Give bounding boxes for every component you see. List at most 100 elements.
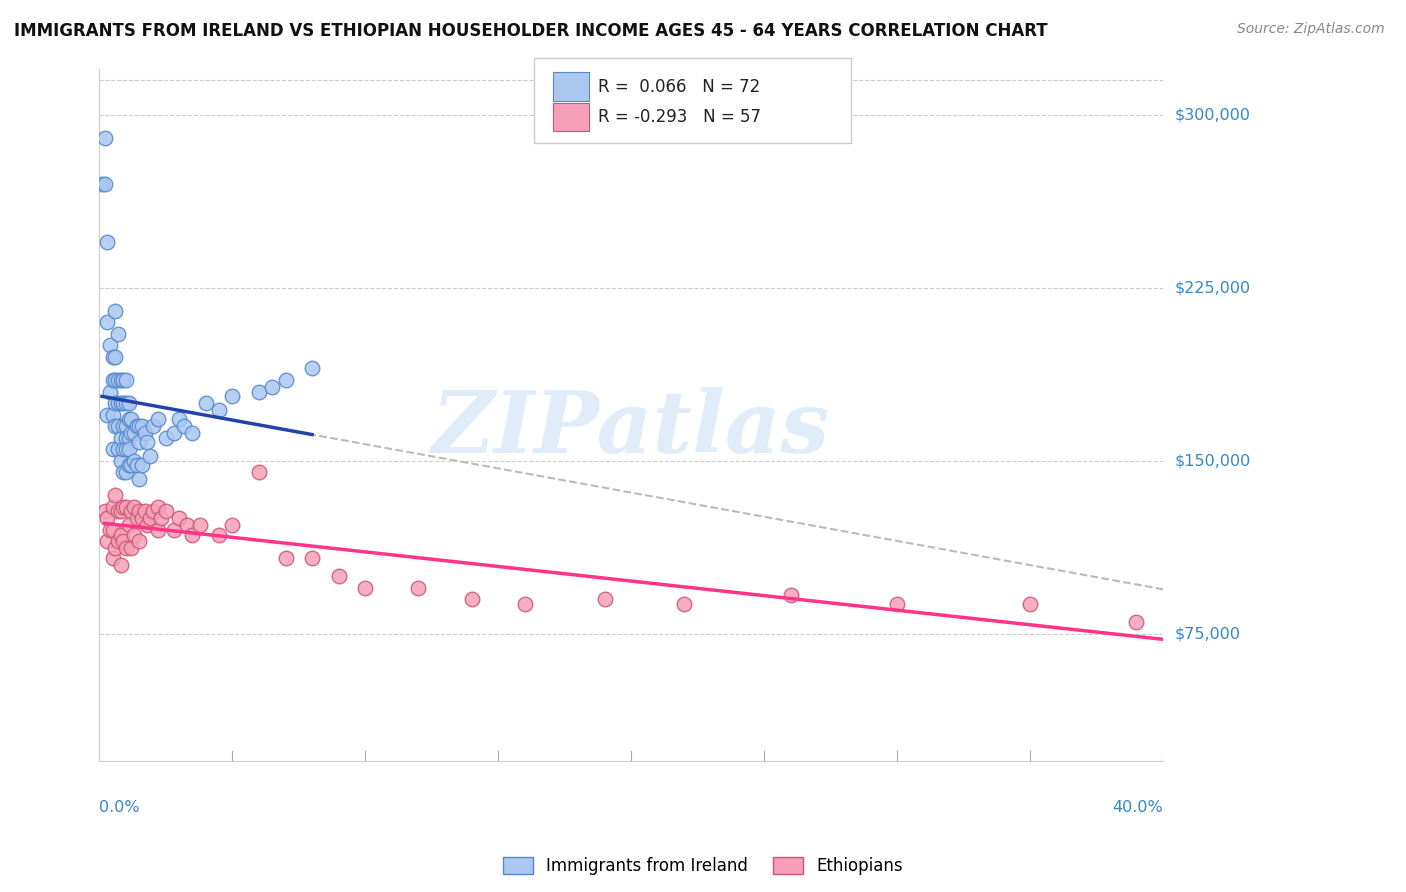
Point (247, 465, 270, 479)
Point (139, 449, 162, 463)
Point (120, 412, 142, 426)
Point (146, 412, 169, 426)
Point (96, 511, 118, 525)
Point (122, 500, 145, 514)
Point (115, 465, 138, 479)
Point (146, 500, 169, 514)
Point (115, 442, 138, 457)
Point (117, 442, 139, 457)
Point (107, 396, 129, 410)
Point (117, 518, 139, 533)
Text: R = -0.293   N = 57: R = -0.293 N = 57 (598, 108, 761, 126)
Point (513, 597, 536, 611)
Point (173, 419, 195, 434)
Point (208, 527, 231, 541)
Point (1019, 597, 1042, 611)
Point (107, 504, 129, 518)
Text: ZIPatlas: ZIPatlas (432, 387, 831, 470)
Point (93, 130, 115, 145)
Point (128, 435, 150, 450)
Point (128, 472, 150, 486)
Point (115, 500, 138, 514)
Point (101, 350, 124, 364)
Point (163, 523, 186, 537)
Text: $150,000: $150,000 (1174, 453, 1250, 468)
Point (134, 425, 156, 440)
Point (112, 419, 135, 434)
Point (274, 550, 297, 565)
Point (136, 518, 159, 533)
Point (328, 569, 350, 583)
Point (117, 458, 139, 473)
Point (301, 550, 323, 565)
Point (167, 511, 190, 525)
Point (136, 435, 159, 450)
Point (460, 592, 482, 607)
Point (112, 500, 135, 514)
Point (122, 527, 145, 541)
Point (274, 373, 297, 387)
Point (354, 581, 377, 595)
Point (115, 396, 138, 410)
Point (104, 303, 127, 318)
Point (107, 419, 129, 434)
Point (93, 504, 115, 518)
Point (112, 373, 135, 387)
Point (117, 412, 139, 426)
Point (96, 235, 118, 249)
Point (221, 389, 243, 403)
Point (779, 588, 801, 602)
Point (190, 518, 212, 533)
Point (117, 431, 139, 445)
Point (104, 350, 127, 364)
Point (104, 396, 127, 410)
Point (96, 534, 118, 549)
Point (1125, 615, 1147, 630)
Point (115, 419, 138, 434)
Point (181, 527, 204, 541)
Point (131, 458, 153, 473)
Point (194, 396, 217, 410)
Text: 40.0%: 40.0% (1112, 799, 1163, 814)
Point (107, 373, 129, 387)
Point (146, 523, 169, 537)
Point (122, 425, 145, 440)
Point (101, 523, 124, 537)
Point (101, 408, 124, 422)
Point (176, 518, 198, 533)
Point (101, 442, 124, 457)
Point (125, 458, 148, 473)
Point (163, 425, 186, 440)
Point (167, 412, 190, 426)
Text: $225,000: $225,000 (1174, 280, 1250, 295)
Point (301, 361, 323, 376)
Point (134, 504, 156, 518)
Point (155, 504, 177, 518)
Point (120, 504, 142, 518)
Point (128, 504, 150, 518)
Point (115, 373, 138, 387)
Point (91, 177, 114, 191)
Point (112, 442, 135, 457)
Point (98, 384, 121, 399)
Legend: Immigrants from Ireland, Ethiopians: Immigrants from Ireland, Ethiopians (495, 849, 911, 884)
Point (886, 597, 908, 611)
Point (262, 380, 284, 394)
Point (208, 403, 231, 417)
Point (107, 442, 129, 457)
Point (112, 396, 135, 410)
Point (110, 431, 132, 445)
Point (115, 541, 138, 556)
Point (98, 523, 121, 537)
Point (155, 431, 177, 445)
Point (110, 396, 132, 410)
Point (131, 419, 153, 434)
Point (104, 373, 127, 387)
Point (141, 419, 163, 434)
Point (107, 326, 129, 341)
Text: $300,000: $300,000 (1174, 107, 1250, 122)
Point (139, 511, 162, 525)
Point (98, 338, 121, 352)
Text: IMMIGRANTS FROM IRELAND VS ETHIOPIAN HOUSEHOLDER INCOME AGES 45 - 64 YEARS CORRE: IMMIGRANTS FROM IRELAND VS ETHIOPIAN HOU… (14, 22, 1047, 40)
Point (96, 408, 118, 422)
